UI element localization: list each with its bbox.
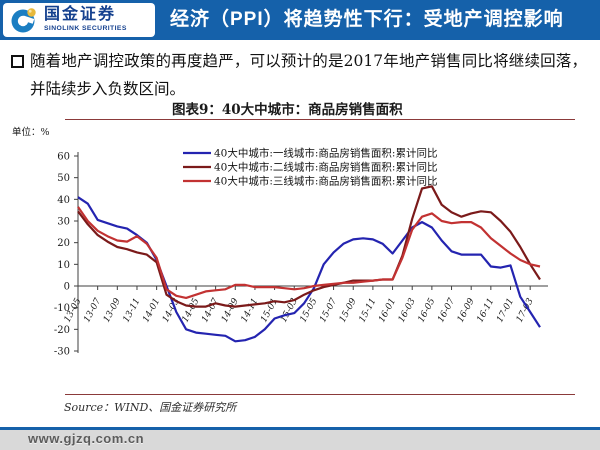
logo-english-name: SINOLINK SECURITIES (44, 25, 127, 33)
x-tick-label: 15-07 (318, 296, 339, 324)
x-tick-label: 15-09 (338, 296, 359, 324)
y-tick-label: 60 (57, 152, 70, 163)
sinolink-logo-icon (10, 6, 38, 34)
y-tick-label: 0 (64, 282, 70, 293)
y-tick-label: 40 (57, 195, 70, 206)
x-tick-label: 14-01 (141, 297, 162, 325)
y-tick-label: -10 (54, 303, 70, 314)
legend-label-2: 40大中城市:二线城市:商品房销售面积:累计同比 (214, 161, 437, 174)
legend-label-3: 40大中城市:三线城市:商品房销售面积:累计同比 (214, 175, 437, 188)
header-bar: 国金证券 SINOLINK SECURITIES 经济（PPI）将趋势性下行：受… (0, 0, 600, 40)
x-tick-label: 14-07 (200, 296, 221, 324)
series-line-3 (77, 206, 541, 299)
bullet-paragraph: 随着地产调控政策的再度趋严，可以预计的是2017年地产销售同比将继续回落，并陆续… (30, 52, 587, 98)
logo-chinese-name: 国金证券 (44, 6, 117, 24)
logo-text: 国金证券 SINOLINK SECURITIES (44, 7, 127, 33)
footer-website-url: www.gjzq.com.cn (28, 431, 145, 446)
x-tick-label: 16-09 (456, 296, 477, 324)
slide-title: 经济（PPI）将趋势性下行：受地产调控影响 (170, 9, 564, 30)
x-tick-label: 13-11 (122, 297, 143, 325)
x-tick-label: 14-11 (240, 297, 261, 325)
x-tick-label: 17-01 (495, 297, 516, 325)
x-tick-label: 15-05 (299, 296, 320, 324)
y-tick-label: 50 (57, 173, 70, 184)
sales-line-chart: 60 50 40 30 20 10 0 -10 -20 -30 13-05 13-07 13-09 13-… (0, 140, 600, 392)
y-tick-label: 10 (57, 260, 70, 271)
chart-title: 图表9：40大中城市：商品房销售面积 (172, 102, 403, 118)
y-tick-label: -20 (54, 325, 70, 336)
y-tick-label: -30 (54, 347, 70, 358)
footer-strip (0, 430, 600, 450)
legend-label-1: 40大中城市:一线城市:商品房销售面积:累计同比 (214, 147, 437, 160)
chart-unit-label: 单位：% (12, 127, 50, 138)
x-tick-label: 16-01 (377, 297, 398, 325)
footer-divider-line (0, 427, 600, 430)
chart-bottom-rule (65, 394, 575, 395)
x-tick-label: 14-05 (181, 296, 202, 324)
x-tick-label: 16-11 (475, 297, 496, 325)
x-tick-label: 17-03 (515, 296, 536, 324)
x-tick-label: 13-09 (102, 296, 123, 324)
y-tick-label: 30 (57, 217, 70, 228)
x-tick-label: 15-11 (358, 297, 379, 325)
x-tick-label: 16-07 (436, 296, 457, 324)
source-note: Source：WIND、国金证券研究所 (64, 401, 237, 414)
series-line-2 (77, 185, 541, 308)
chart-canvas: 6050403020100-10-20-3013-0513-0713-0913-… (54, 147, 548, 358)
bullet-square-icon (11, 55, 24, 68)
x-tick-label: 16-05 (417, 296, 438, 324)
y-tick-label: 20 (57, 238, 70, 249)
x-tick-label: 16-03 (397, 296, 418, 324)
chart-top-rule (65, 119, 575, 120)
x-tick-label: 14-09 (220, 296, 241, 324)
company-logo: 国金证券 SINOLINK SECURITIES (3, 3, 155, 37)
x-tick-label: 13-07 (82, 296, 103, 324)
